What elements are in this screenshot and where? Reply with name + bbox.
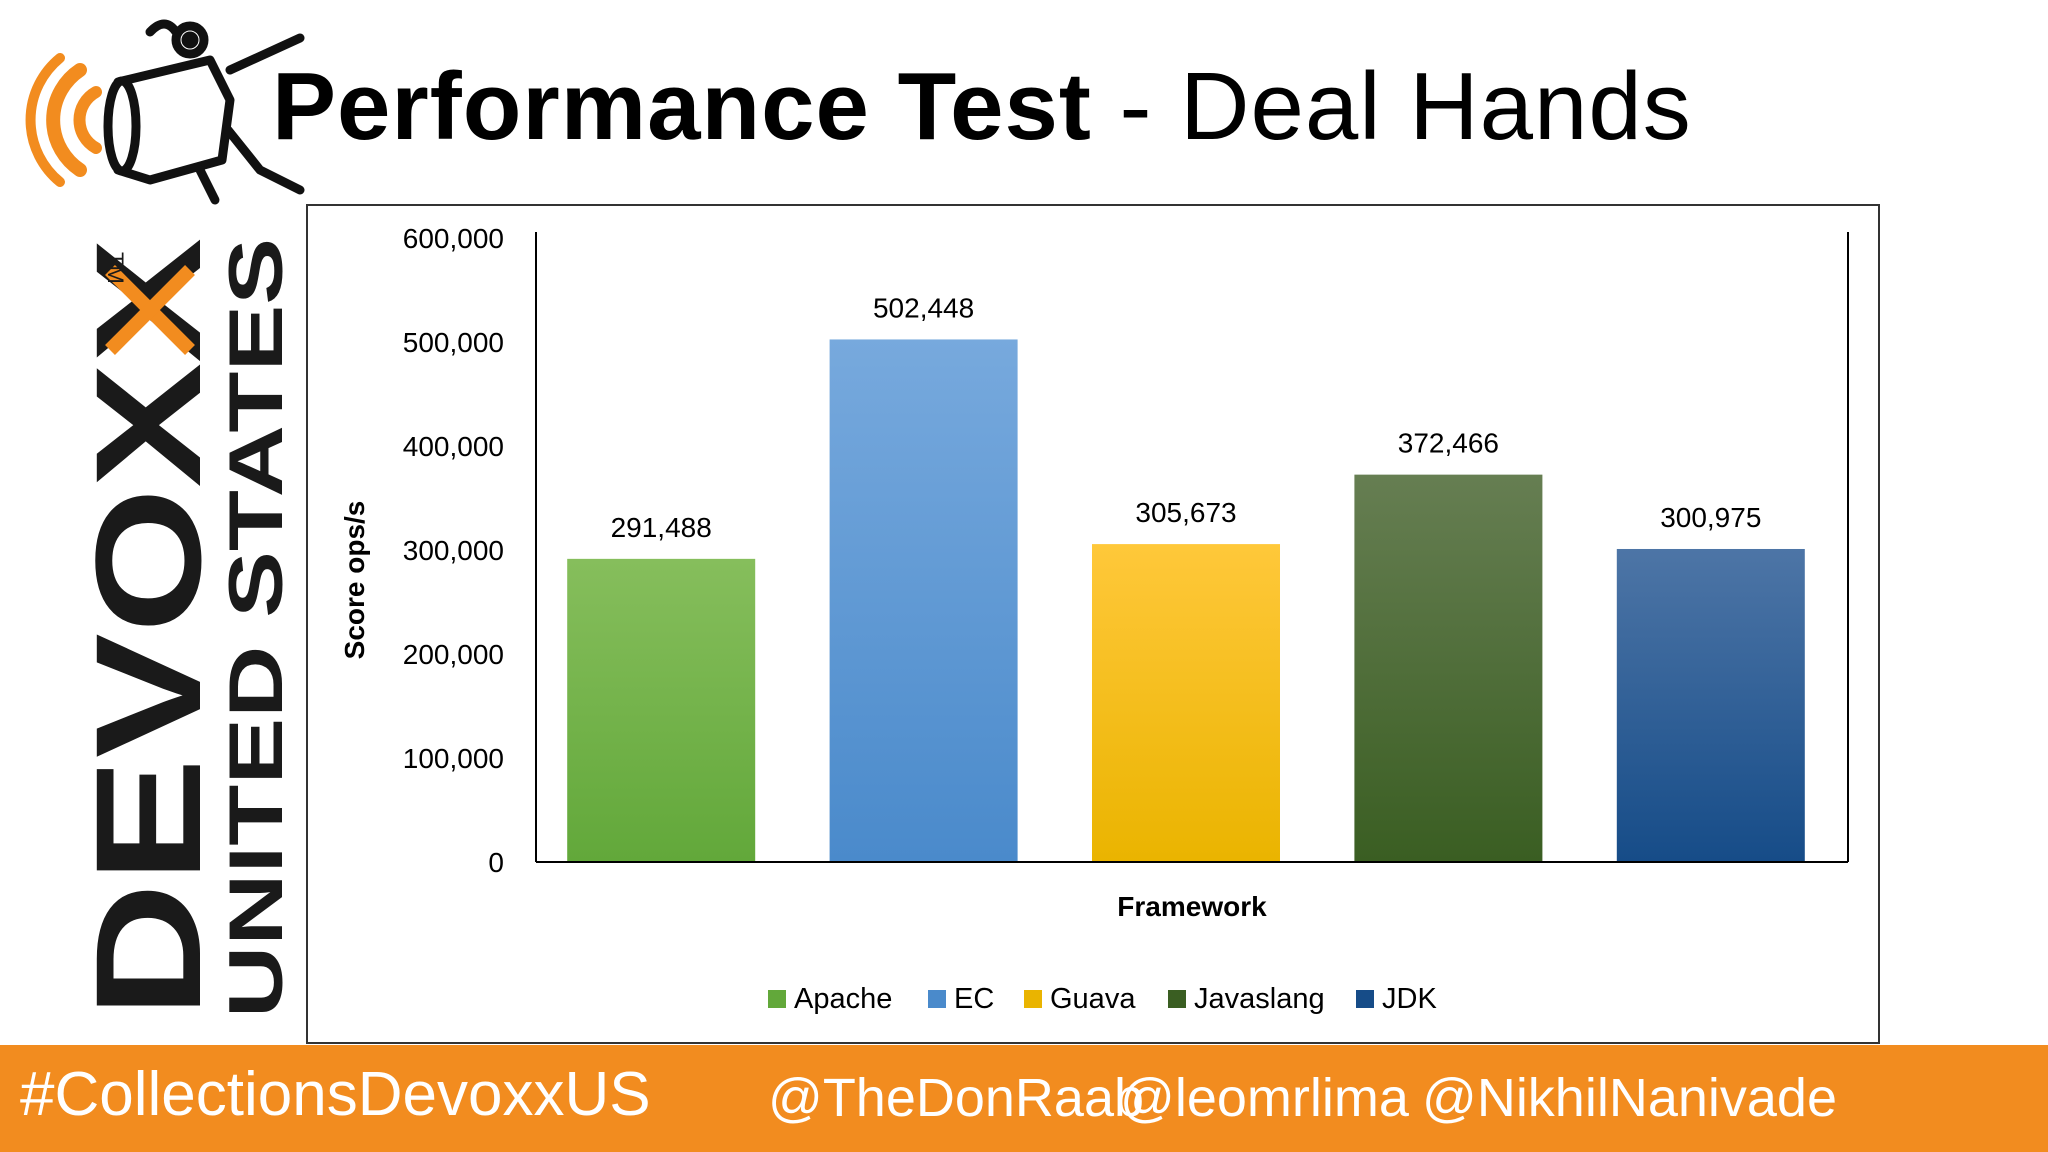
brand-trademark: TM xyxy=(103,252,128,284)
bar-guava xyxy=(1092,544,1280,862)
devoxx-logo-icon xyxy=(25,19,305,205)
chart-legend: Apache EC Guava Javaslang JDK xyxy=(768,983,1437,1015)
bar-value-label: 291,488 xyxy=(611,512,712,543)
bar-ec xyxy=(829,339,1018,862)
chart-value-labels: 291,488 502,448 305,673 372,466 300,975 xyxy=(611,292,1762,542)
brand-name: DEVOXX xyxy=(64,238,232,1018)
footer-bar: #CollectionsDevoxxUS @TheDonRaab @leomrl… xyxy=(0,1045,2048,1152)
bar-apache xyxy=(567,558,756,862)
title-bold: Performance Test xyxy=(272,53,1092,160)
x-axis-label: Framework xyxy=(1117,891,1267,922)
y-tick-label: 200,000 xyxy=(403,639,504,670)
legend-swatch-jdk xyxy=(1356,990,1374,1008)
legend-swatch-javaslang xyxy=(1168,990,1186,1008)
megaphone-mascot-icon xyxy=(103,19,305,205)
chart-y-ticks: 0 100,000 200,000 300,000 400,000 500,000 600,… xyxy=(403,223,504,878)
title-separator: - xyxy=(1091,53,1181,160)
bar-jdk xyxy=(1616,548,1805,862)
bar-value-label: 372,466 xyxy=(1398,428,1499,459)
y-tick-label: 300,000 xyxy=(403,535,504,566)
legend-label: Javaslang xyxy=(1194,983,1325,1015)
legend-label: EC xyxy=(954,983,994,1015)
footer-handle: @NikhilNanivade xyxy=(1422,1068,1837,1128)
chart-bars xyxy=(567,339,1805,862)
y-tick-label: 0 xyxy=(488,847,504,878)
y-tick-label: 400,000 xyxy=(403,431,504,462)
bar-chart: 291,488 502,448 305,673 372,466 300,975 0 100… xyxy=(339,223,1849,1015)
bar-value-label: 502,448 xyxy=(873,292,974,323)
footer-handle: @TheDonRaab xyxy=(768,1068,1145,1128)
footer-hashtag: #CollectionsDevoxxUS xyxy=(20,1060,651,1129)
y-axis-label: Score ops/s xyxy=(339,501,370,660)
legend-label: Apache xyxy=(794,983,892,1015)
legend-swatch-apache xyxy=(768,990,786,1008)
broadcast-waves-icon xyxy=(25,53,102,187)
bar-value-label: 300,975 xyxy=(1660,502,1761,533)
y-tick-label: 100,000 xyxy=(403,743,504,774)
brand-region: UNITED STATES xyxy=(214,238,299,1018)
legend-swatch-guava xyxy=(1024,990,1042,1008)
bar-value-label: 305,673 xyxy=(1135,497,1236,528)
slide-title: Performance Test - Deal Hands xyxy=(272,52,1692,162)
y-tick-label: 500,000 xyxy=(403,327,504,358)
brand-x-accent-icon xyxy=(105,265,195,355)
title-rest: Deal Hands xyxy=(1180,53,1692,160)
footer-handle: @leomrlima xyxy=(1120,1068,1409,1128)
legend-label: JDK xyxy=(1382,983,1437,1015)
legend-swatch-ec xyxy=(928,990,946,1008)
bar-javaslang xyxy=(1354,474,1543,862)
y-tick-label: 600,000 xyxy=(403,223,504,254)
legend-label: Guava xyxy=(1050,983,1136,1015)
devoxx-side-brand: DEVOXX TM UNITED STATES xyxy=(64,238,299,1018)
